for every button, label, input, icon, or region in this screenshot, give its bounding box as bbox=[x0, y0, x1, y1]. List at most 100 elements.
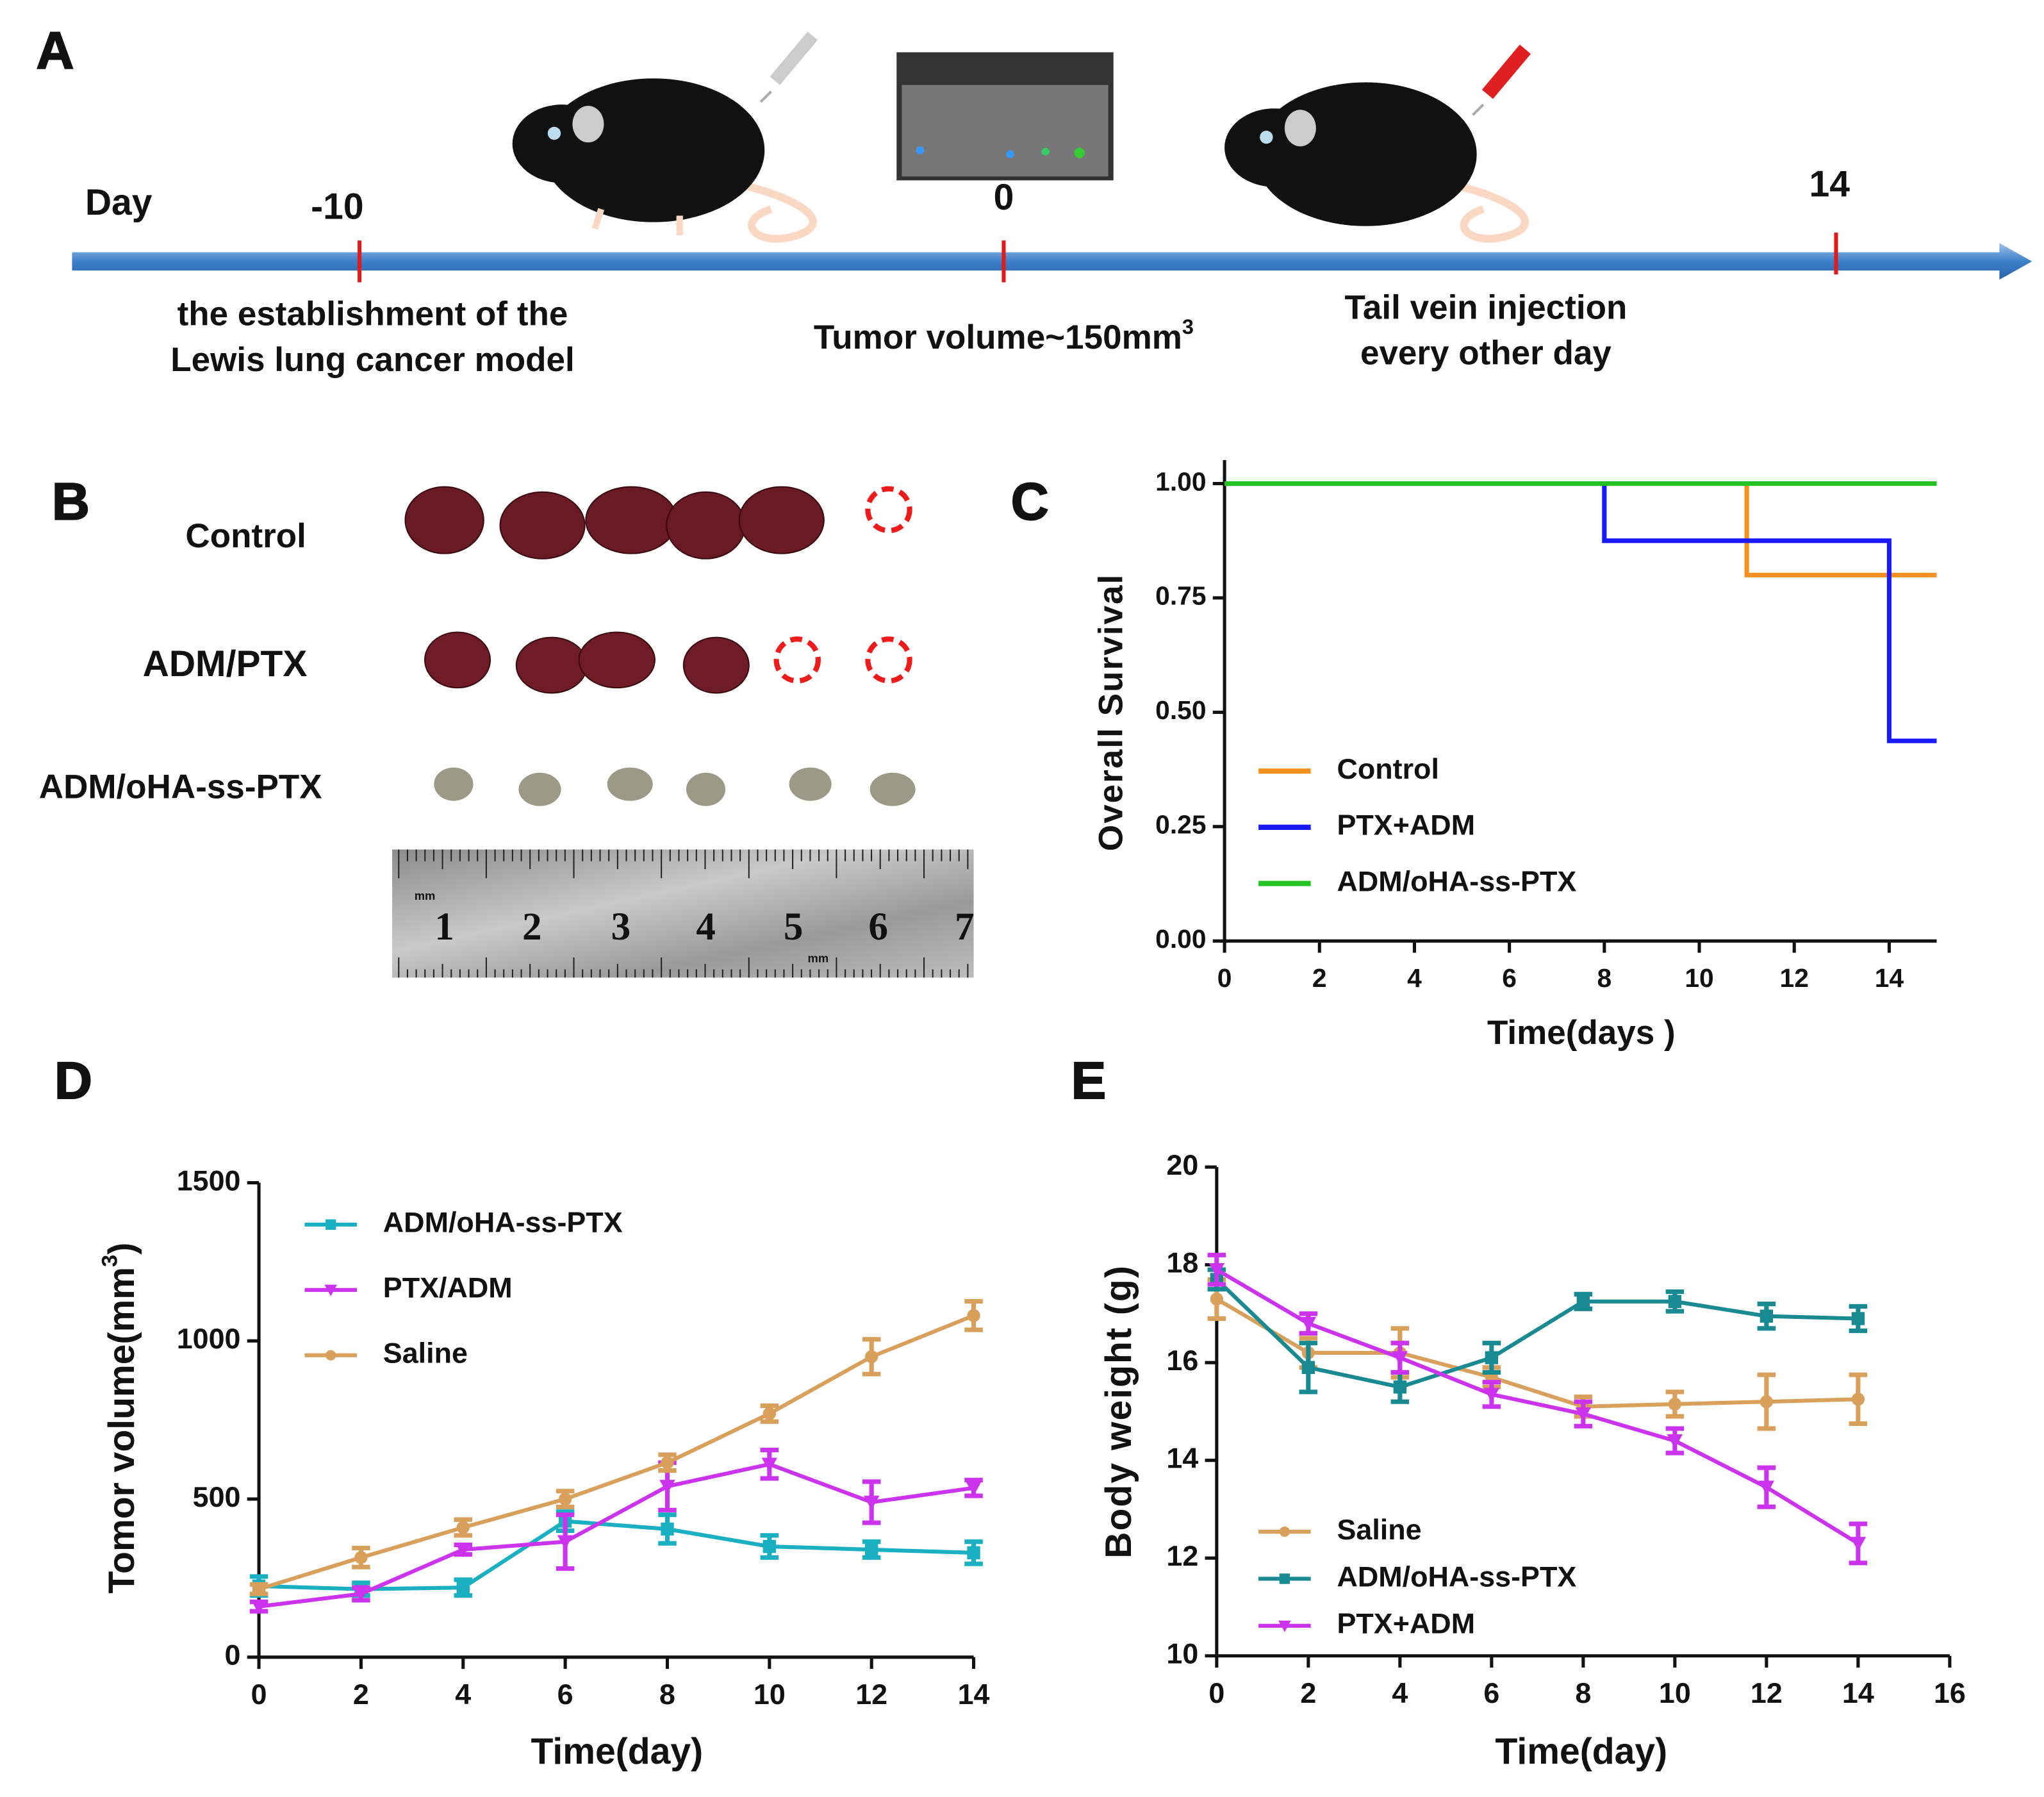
marker bbox=[967, 1309, 980, 1323]
marker bbox=[661, 1522, 674, 1536]
imaging-photo bbox=[896, 52, 1114, 181]
row-label: ADM/oHA-ss-PTX bbox=[39, 768, 322, 806]
marker bbox=[863, 1495, 880, 1511]
timeline-caption: every other day bbox=[1360, 335, 1611, 372]
marker bbox=[1301, 1361, 1315, 1374]
tumor bbox=[434, 767, 474, 801]
row-label: Control bbox=[185, 517, 306, 555]
timeline-day: 0 bbox=[994, 177, 1014, 218]
marker bbox=[1485, 1351, 1499, 1364]
row-label: ADM/PTX bbox=[143, 643, 308, 684]
timeline-illustration bbox=[72, 31, 2032, 283]
tumor bbox=[682, 636, 750, 694]
marker bbox=[762, 1407, 777, 1420]
y-tick-label: 14 bbox=[1166, 1442, 1198, 1475]
marker bbox=[761, 1457, 778, 1472]
series-line bbox=[258, 1462, 974, 1609]
survival-line bbox=[1224, 481, 1937, 743]
syringe bbox=[1472, 44, 1531, 116]
legend-label: Control bbox=[1337, 752, 1438, 785]
x-tick-label: 2 bbox=[1312, 963, 1327, 993]
x-tick-label: 10 bbox=[1685, 963, 1713, 993]
tumor bbox=[424, 631, 491, 689]
survival-line bbox=[1224, 481, 1937, 577]
syringe bbox=[759, 31, 818, 103]
timeline-day: 14 bbox=[1809, 164, 1850, 205]
marker bbox=[1668, 1295, 1682, 1309]
x-tick-label: 14 bbox=[1842, 1677, 1874, 1709]
mouse bbox=[1224, 82, 1529, 243]
ruler-number: 6 bbox=[868, 905, 888, 948]
y-axis-label-text: Tomor volume(mm bbox=[101, 1267, 142, 1594]
y-tick-label: 0.50 bbox=[1155, 695, 1206, 725]
y-tick-label: 1500 bbox=[177, 1164, 241, 1197]
x-tick-label: 0 bbox=[251, 1678, 267, 1710]
ruler-number: 7 bbox=[955, 905, 975, 948]
x-tick-label: 12 bbox=[855, 1678, 887, 1710]
marker bbox=[1210, 1292, 1224, 1306]
x-tick-label: 8 bbox=[1597, 963, 1611, 993]
marker bbox=[864, 1543, 878, 1557]
ruler bbox=[392, 849, 974, 978]
timeline-caption: the establishment of the bbox=[177, 295, 568, 333]
caption-text: Tumor volume~150mm bbox=[814, 319, 1182, 356]
ruler-unit: mm bbox=[808, 952, 829, 965]
y-tick-label: 18 bbox=[1166, 1246, 1198, 1279]
marker bbox=[762, 1539, 777, 1553]
x-tick-label: 2 bbox=[353, 1678, 369, 1710]
marker bbox=[1279, 1526, 1290, 1537]
marker bbox=[1760, 1309, 1774, 1323]
y-tick-label: 20 bbox=[1166, 1148, 1198, 1181]
marker bbox=[966, 1481, 982, 1496]
timeline-axis-label: Day bbox=[85, 182, 152, 223]
mouse bbox=[512, 78, 817, 243]
y-axis-label: Body weight (g) bbox=[1098, 1264, 1139, 1559]
series-line bbox=[1216, 1297, 1858, 1409]
x-tick-label: 4 bbox=[1392, 1677, 1408, 1709]
marker bbox=[456, 1581, 470, 1594]
tumor bbox=[607, 767, 653, 801]
y-tick-label: 1.00 bbox=[1155, 467, 1206, 496]
x-tick-label: 8 bbox=[659, 1678, 675, 1710]
marker bbox=[251, 1600, 267, 1615]
y-axis-label: Tomor volume(mm3) bbox=[98, 1243, 142, 1594]
marker bbox=[324, 1284, 338, 1296]
tumor bbox=[404, 486, 484, 554]
legend-label: Saline bbox=[383, 1337, 468, 1370]
y-axis-label-superscript: 3 bbox=[98, 1255, 122, 1267]
marker bbox=[557, 1535, 573, 1550]
marker bbox=[455, 1543, 472, 1558]
x-tick-label: 8 bbox=[1575, 1677, 1591, 1709]
x-tick-label: 2 bbox=[1300, 1677, 1316, 1709]
x-axis-label: Time(day) bbox=[1496, 1731, 1668, 1772]
marker bbox=[1668, 1397, 1682, 1411]
timeline-arrow bbox=[72, 243, 2032, 280]
marker bbox=[1300, 1316, 1317, 1332]
marker bbox=[659, 1480, 675, 1495]
x-tick-label: 6 bbox=[1502, 963, 1517, 993]
marker bbox=[456, 1521, 470, 1534]
ruler-number: 3 bbox=[611, 905, 631, 948]
legend-label: PTX+ADM bbox=[1337, 809, 1475, 841]
tumor bbox=[518, 772, 561, 806]
marker bbox=[1851, 1393, 1865, 1406]
timeline-day: -10 bbox=[311, 186, 364, 227]
y-axis-label-end: ) bbox=[101, 1243, 142, 1255]
x-axis-label: Time(days ) bbox=[1487, 1014, 1676, 1052]
ruler-number: 2 bbox=[522, 905, 542, 948]
ruler-unit: mm bbox=[415, 889, 436, 902]
marker bbox=[1393, 1380, 1407, 1394]
x-tick-label: 16 bbox=[1934, 1677, 1966, 1709]
x-axis-label: Time(day) bbox=[531, 1731, 704, 1772]
legend-label: ADM/oHA-ss-PTX bbox=[383, 1206, 623, 1239]
tumor bbox=[789, 767, 832, 801]
ruler-number: 5 bbox=[784, 905, 804, 948]
x-tick-label: 14 bbox=[1875, 963, 1904, 993]
x-tick-label: 6 bbox=[1483, 1677, 1499, 1709]
tumor bbox=[515, 636, 588, 694]
marker bbox=[1392, 1351, 1408, 1366]
caption-superscript: 3 bbox=[1182, 314, 1194, 338]
x-tick-label: 6 bbox=[557, 1678, 573, 1710]
marker bbox=[1850, 1537, 1867, 1552]
x-tick-label: 12 bbox=[1751, 1677, 1783, 1709]
